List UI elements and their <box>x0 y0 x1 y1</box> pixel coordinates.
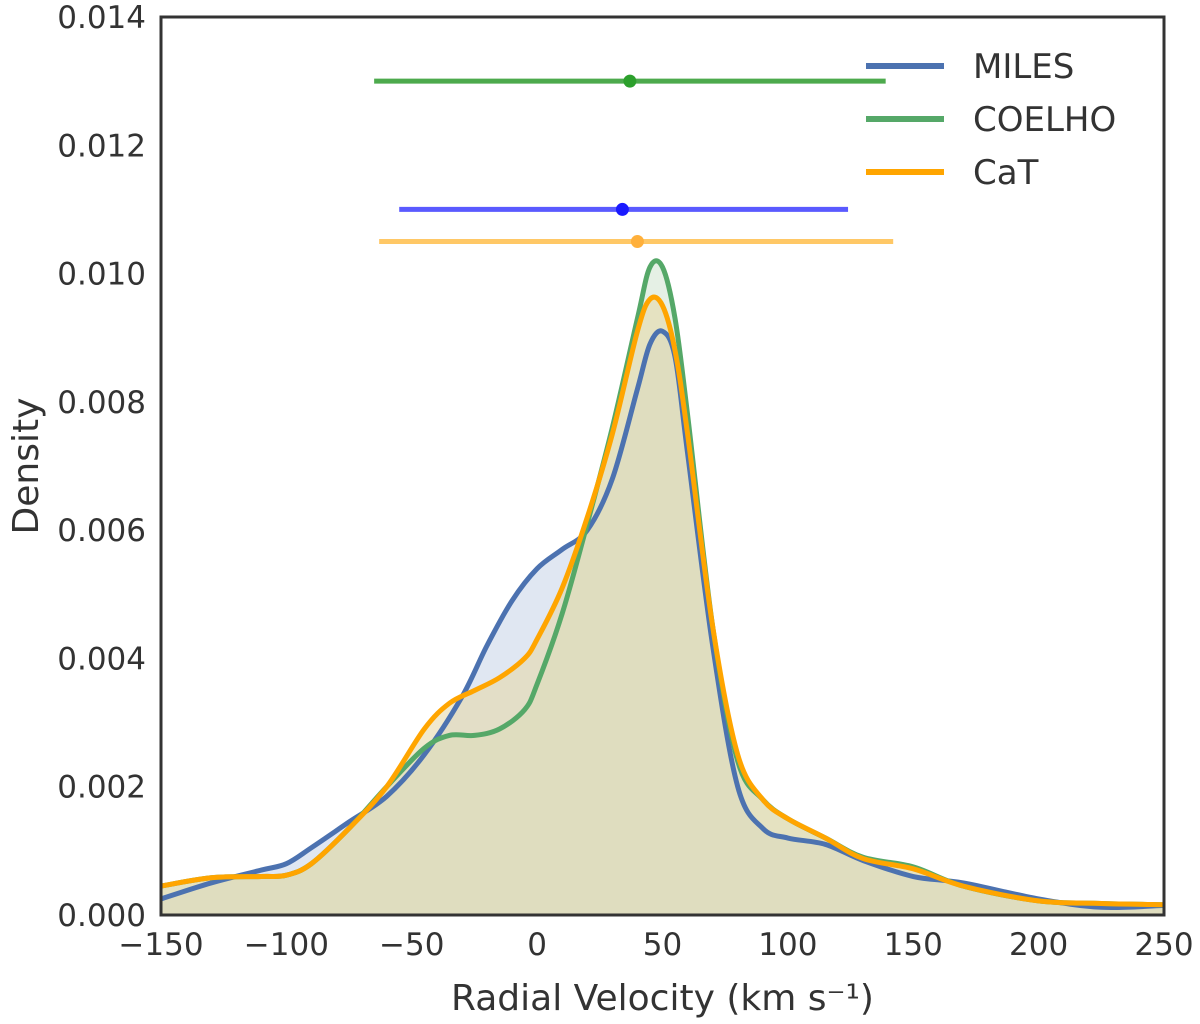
x-tick-label: 0 <box>527 927 547 963</box>
y-tick-label: 0.014 <box>57 0 146 36</box>
y-tick-label: 0.002 <box>57 770 146 806</box>
x-axis-label: Radial Velocity (km s⁻¹) <box>451 978 874 1019</box>
y-tick-label: 0.000 <box>57 898 146 934</box>
legend-item-miles: MILES <box>866 47 1074 87</box>
x-axis-ticks: −150 −100 −50 0 50 100 150 200 250 <box>118 927 1193 963</box>
legend-label-cat: CaT <box>973 153 1039 193</box>
x-tick-label: 100 <box>758 927 817 963</box>
y-tick-label: 0.006 <box>57 513 146 549</box>
legend: MILES COELHO CaT <box>866 47 1116 193</box>
y-axis-ticks: 0.000 0.002 0.004 0.006 0.008 0.010 0.012 0.014 <box>57 0 146 934</box>
x-tick-label: 250 <box>1134 927 1193 963</box>
density-fill-cat <box>161 297 1164 916</box>
error-bar-miles <box>399 202 849 216</box>
x-tick-label: 50 <box>643 927 682 963</box>
plot-frame <box>159 15 1166 917</box>
legend-item-cat: CaT <box>866 153 1039 193</box>
legend-label-miles: MILES <box>973 47 1074 87</box>
density-curves <box>160 258 1165 911</box>
x-tick-label: −50 <box>379 927 444 963</box>
y-tick-label: 0.010 <box>57 257 146 293</box>
x-tick-label: −150 <box>118 927 203 963</box>
y-tick-label: 0.008 <box>57 385 146 421</box>
legend-item-coelho: COELHO <box>866 100 1116 140</box>
error-bar-center-miles <box>615 202 629 216</box>
y-tick-label: 0.012 <box>57 128 146 164</box>
x-tick-label: −100 <box>244 927 329 963</box>
density-curve-cat <box>160 294 1165 908</box>
error-bars <box>374 74 894 248</box>
error-bar-center-coelho <box>623 74 637 88</box>
y-tick-label: 0.004 <box>57 641 146 677</box>
error-bar-coelho <box>374 74 886 88</box>
error-bar-cat <box>379 235 894 248</box>
x-tick-label: 150 <box>884 927 943 963</box>
y-axis-label: Density <box>6 398 47 535</box>
legend-label-coelho: COELHO <box>973 100 1116 140</box>
error-bar-center-cat <box>630 235 644 248</box>
density-fills <box>161 260 1164 916</box>
x-tick-label: 200 <box>1009 927 1068 963</box>
